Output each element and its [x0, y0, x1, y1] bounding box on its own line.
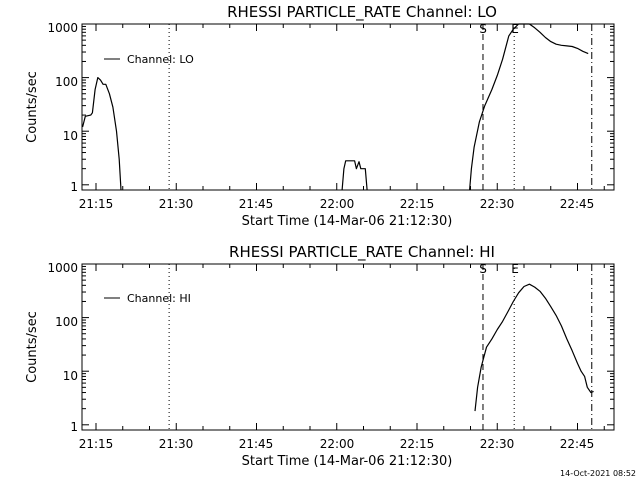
- panel-hi-marker-s-label: S: [479, 262, 487, 276]
- panel-lo-y-tick-label: 1000: [47, 21, 78, 35]
- panel-lo-y-axis-label: Counts/sec: [25, 71, 40, 143]
- panel-hi-y-tickmarks: [82, 263, 614, 426]
- panel-hi-x-tick-label: 21:45: [239, 437, 274, 451]
- panel-hi: RHESSI PARTICLE_RATE Channel: HI 1000 10…: [25, 243, 615, 469]
- panel-lo-x-tick-label: 22:45: [560, 197, 595, 211]
- generation-timestamp: 14-Oct-2021 08:52: [560, 469, 636, 478]
- panel-lo-series-line: [469, 23, 589, 191]
- panel-hi-marker-e-label: E: [511, 262, 519, 276]
- panel-lo-x-tick-label: 22:30: [480, 197, 515, 211]
- panel-lo-y-ticks: 1000 100 10 1: [47, 21, 614, 194]
- panel-lo-title: RHESSI PARTICLE_RATE Channel: LO: [227, 3, 497, 22]
- panel-lo-series: [82, 23, 589, 191]
- panel-lo-marker-e-label: E: [511, 22, 519, 36]
- panel-lo-plot-area: [81, 23, 615, 191]
- panel-hi-x-tick-label: 21:15: [79, 437, 114, 451]
- panel-lo-y-tick-label: 100: [55, 75, 78, 89]
- panel-hi-y-tick-label: 1000: [47, 261, 78, 275]
- panel-lo-x-tick-label: 21:30: [159, 197, 194, 211]
- panel-hi-vertical-lines: [168, 264, 593, 430]
- panel-hi-y-ticks: 1000 100 10 1: [47, 261, 614, 434]
- panel-lo: RHESSI PARTICLE_RATE Channel: LO 1000 10…: [25, 3, 615, 229]
- panel-hi-x-tick-label: 22:30: [480, 437, 515, 451]
- panel-lo-series-line: [341, 160, 368, 191]
- panel-hi-title: RHESSI PARTICLE_RATE Channel: HI: [229, 243, 495, 262]
- panel-hi-y-tick-label: 1: [70, 420, 78, 434]
- panel-hi-x-tick-label: 22:15: [400, 437, 435, 451]
- panel-lo-vertical-lines: [168, 24, 593, 190]
- panel-lo-x-axis-label: Start Time (14-Mar-06 21:12:30): [242, 214, 453, 229]
- panel-lo-series-line: [82, 76, 122, 191]
- panel-hi-y-tick-label: 10: [63, 369, 78, 383]
- panel-lo-x-ticks: 21:15 21:30 21:45 22:00 22:15 22:30 22:4…: [79, 24, 605, 211]
- panel-lo-y-tick-label: 10: [63, 129, 78, 143]
- panel-lo-y-tick-label: 1: [70, 180, 78, 194]
- panel-lo-marker-s-label: S: [479, 22, 487, 36]
- panel-hi-series-line: [474, 283, 594, 412]
- panel-lo-legend: Channel: LO: [104, 53, 194, 66]
- panel-hi-plot-area: [81, 263, 615, 431]
- panel-hi-legend: Channel: HI: [104, 292, 191, 305]
- panel-lo-x-tick-label: 22:15: [400, 197, 435, 211]
- panel-hi-legend-label: Channel: HI: [127, 292, 191, 305]
- panel-hi-x-tick-label: 22:00: [320, 437, 355, 451]
- panel-hi-x-axis-label: Start Time (14-Mar-06 21:12:30): [242, 454, 453, 469]
- panel-hi-markers: S E: [479, 262, 519, 276]
- panel-hi-y-axis-label: Counts/sec: [25, 311, 40, 383]
- panel-lo-y-tickmarks: [82, 23, 614, 186]
- panel-lo-markers: S E: [479, 22, 519, 36]
- panel-hi-x-ticks: 21:15 21:30 21:45 22:00 22:15 22:30 22:4…: [79, 264, 605, 451]
- panel-hi-x-tick-label: 22:45: [560, 437, 595, 451]
- panel-hi-y-tick-label: 100: [55, 315, 78, 329]
- panel-lo-x-tick-label: 21:15: [79, 197, 114, 211]
- panel-lo-x-tick-label: 22:00: [320, 197, 355, 211]
- panel-lo-legend-label: Channel: LO: [127, 53, 194, 66]
- panel-lo-x-tick-label: 21:45: [239, 197, 274, 211]
- panel-hi-series: [474, 283, 594, 412]
- panel-hi-x-tick-label: 21:30: [159, 437, 194, 451]
